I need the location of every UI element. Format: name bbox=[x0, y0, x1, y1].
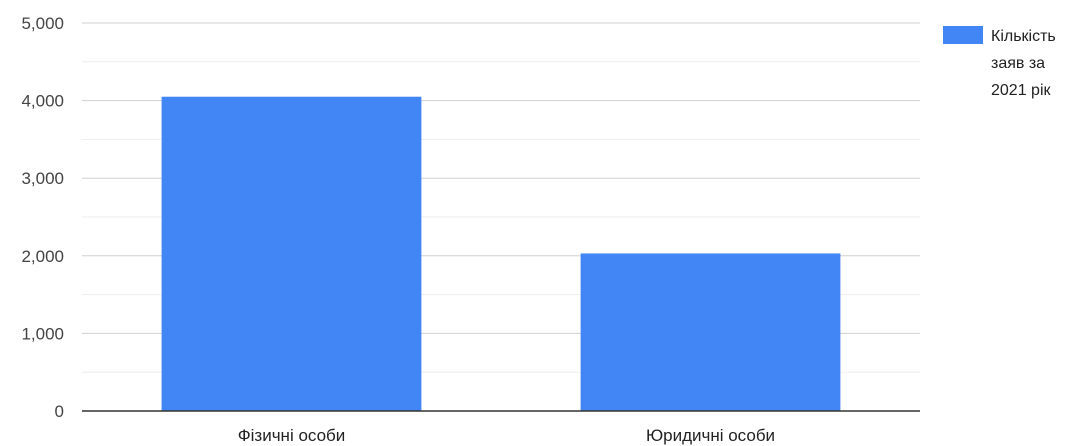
y-tick-label: 0 bbox=[55, 402, 64, 421]
x-tick-label: Фізичні особи bbox=[238, 426, 346, 445]
legend-label-line: заяв за bbox=[991, 55, 1045, 72]
legend-swatch bbox=[943, 26, 983, 44]
legend: Кількість заяв за 2021 рік bbox=[943, 26, 1056, 99]
y-tick-label: 4,000 bbox=[21, 92, 64, 111]
y-tick-label: 1,000 bbox=[21, 324, 64, 343]
legend-label: Кількість заяв за 2021 рік bbox=[991, 28, 1056, 99]
x-axis: Фізичні особи Юридичні особи bbox=[238, 426, 775, 445]
x-tick-label: Юридичні особи bbox=[646, 426, 775, 445]
y-tick-label: 5,000 bbox=[21, 14, 64, 33]
y-tick-label: 3,000 bbox=[21, 169, 64, 188]
y-axis: 0 1,000 2,000 3,000 4,000 5,000 bbox=[21, 14, 64, 421]
legend-label-line: 2021 рік bbox=[991, 82, 1051, 99]
bars bbox=[161, 96, 841, 411]
bar[interactable] bbox=[580, 253, 841, 411]
y-tick-label: 2,000 bbox=[21, 247, 64, 266]
legend-label-line: Кількість bbox=[991, 28, 1056, 45]
bar[interactable] bbox=[161, 96, 422, 411]
